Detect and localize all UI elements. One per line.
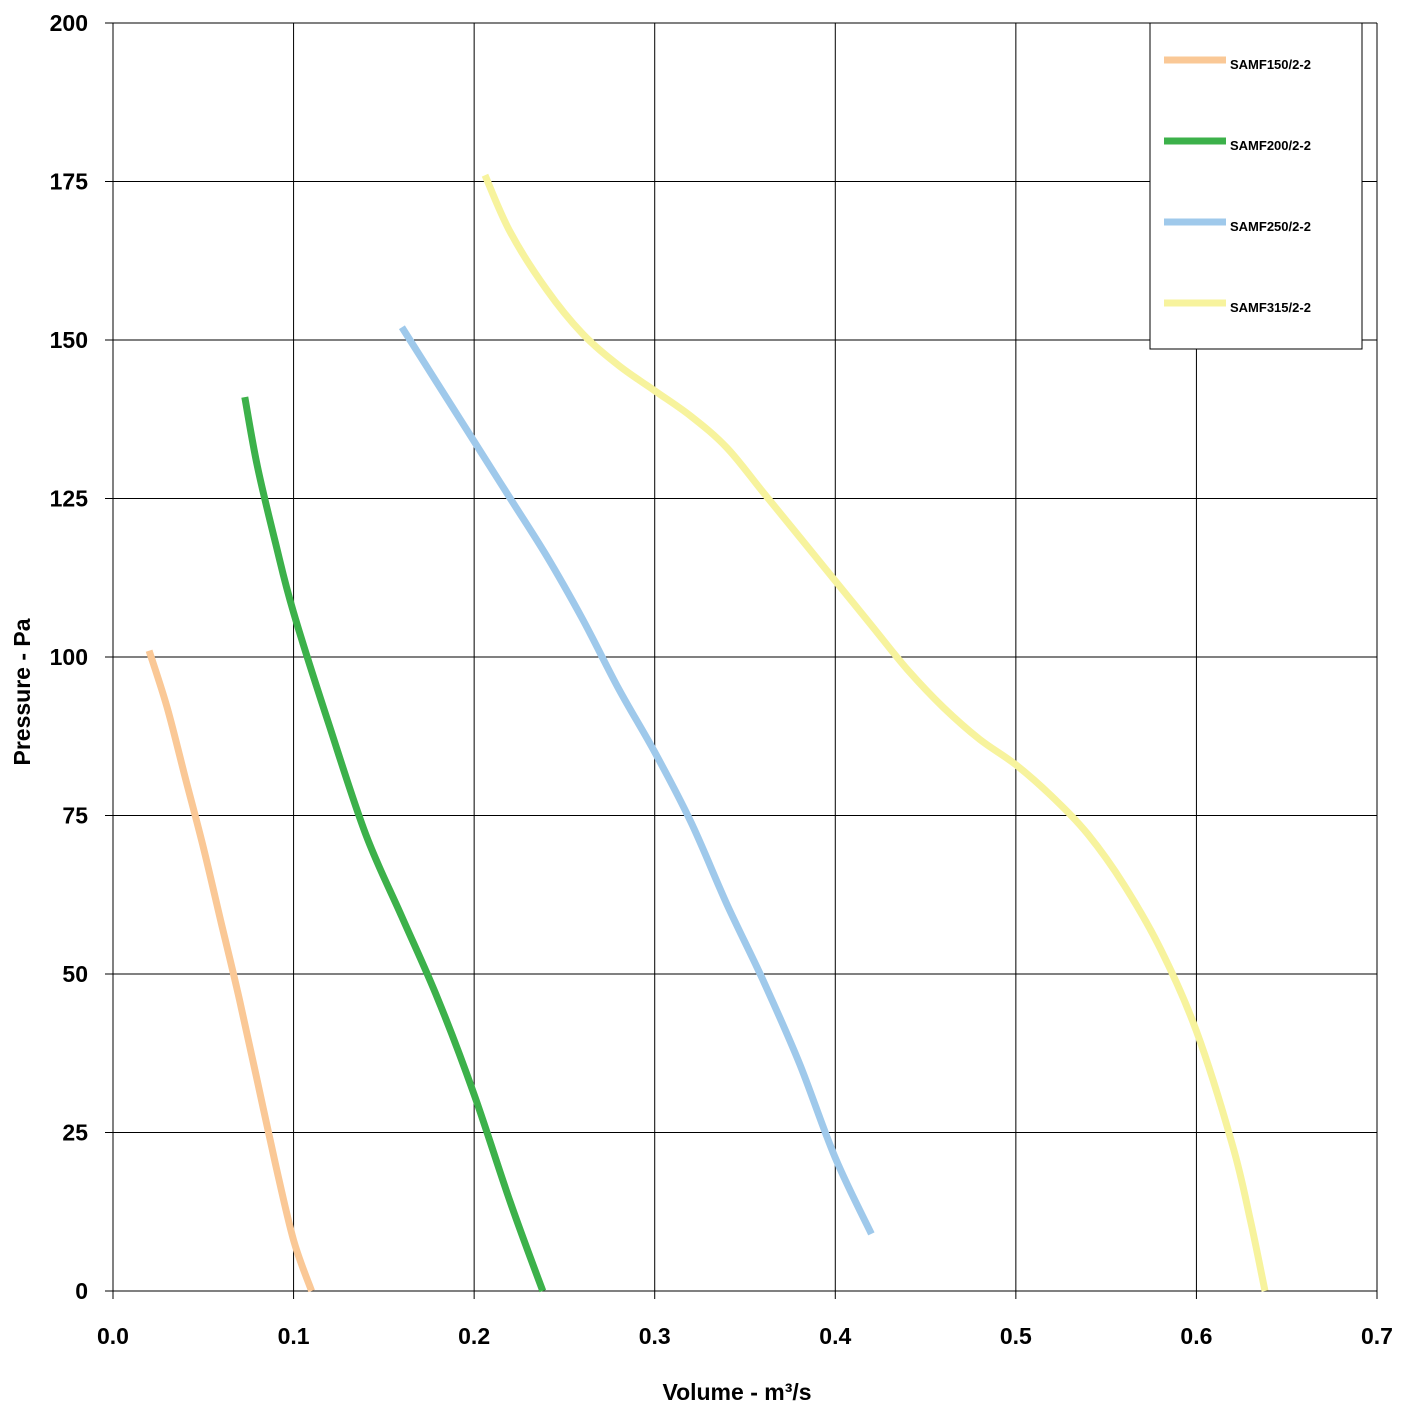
legend-box	[1149, 22, 1363, 350]
x-tick-label: 0.2	[458, 1323, 490, 1349]
y-tick-labels: 0 25 50 75 100 125 150 175 200	[50, 10, 89, 1304]
x-tick-label: 0.3	[639, 1323, 671, 1349]
grid	[105, 22, 1378, 1299]
y-axis-title: Pressure - Pa	[9, 618, 35, 765]
legend-label: SAMF315/2-2	[1230, 300, 1311, 315]
y-tick-label: 75	[62, 803, 88, 829]
legend-label: SAMF200/2-2	[1230, 138, 1311, 153]
x-tick-label: 0.6	[1180, 1323, 1212, 1349]
x-tick-label: 0.7	[1361, 1323, 1393, 1349]
x-axis-title: Volume - m³/s	[662, 1379, 811, 1405]
y-tick-label: 25	[62, 1120, 88, 1146]
series-line-samf315-2-2	[481, 173, 1269, 1292]
x-tick-labels: 0.0 0.1 0.2 0.3 0.4 0.5 0.6 0.7	[97, 1323, 1393, 1349]
y-tick-label: 200	[50, 10, 88, 36]
series-line-samf200-2-2	[241, 396, 547, 1293]
y-tick-label: 0	[75, 1278, 88, 1304]
legend-label: SAMF150/2-2	[1230, 57, 1311, 72]
y-tick-label: 100	[50, 644, 88, 670]
y-tick-label: 175	[50, 169, 89, 195]
y-tick-label: 125	[50, 486, 89, 512]
x-tick-label: 0.0	[97, 1323, 129, 1349]
series-line-samf250-2-2	[398, 325, 875, 1236]
series-line-samf150-2-2	[145, 649, 315, 1293]
legend: SAMF150/2-2 SAMF200/2-2 SAMF250/2-2 SAMF315…	[1149, 22, 1363, 350]
x-tick-label: 0.4	[819, 1323, 851, 1349]
legend-label: SAMF250/2-2	[1230, 219, 1311, 234]
y-tick-label: 150	[50, 327, 88, 353]
x-tick-label: 0.5	[1000, 1323, 1032, 1349]
y-tick-label: 50	[62, 961, 88, 987]
series-lines	[145, 173, 1269, 1293]
x-tick-label: 0.1	[278, 1323, 310, 1349]
